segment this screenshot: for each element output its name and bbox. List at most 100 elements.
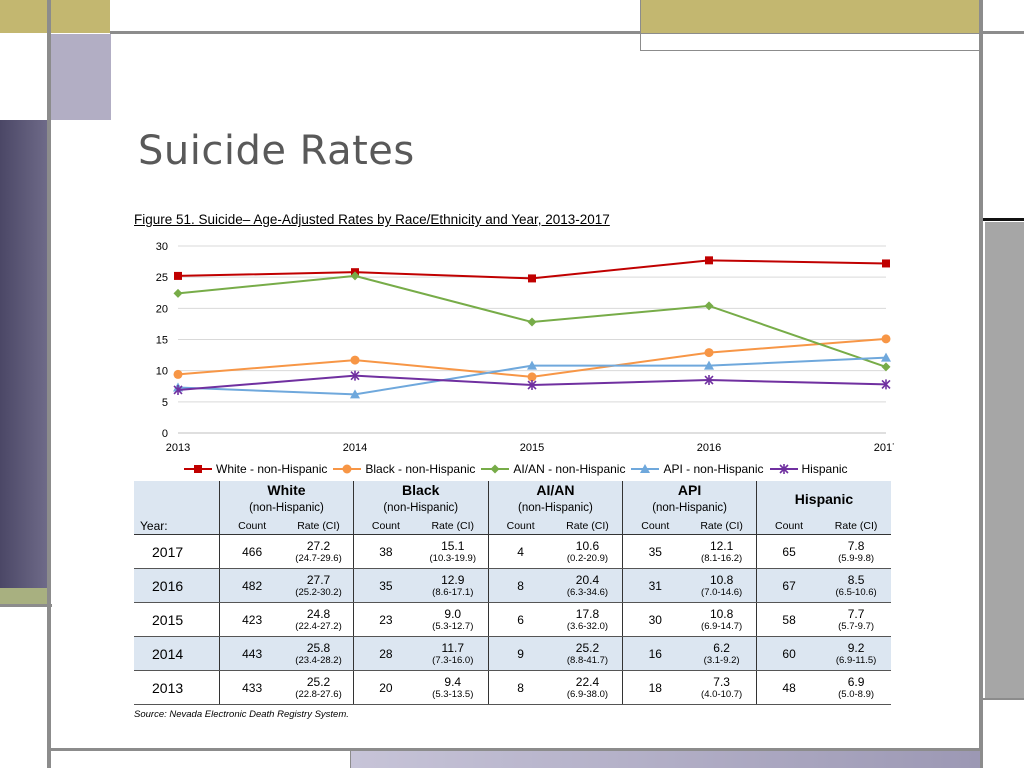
legend-swatch-icon: [184, 465, 212, 473]
frame-right-box-outline: [640, 33, 982, 51]
count-cell: 16: [622, 636, 688, 671]
rate-value: 7.7: [847, 606, 865, 621]
data-point: [882, 259, 890, 268]
rate-ci: (3.1-9.2): [703, 654, 740, 666]
data-point: [527, 372, 537, 382]
data-point: [173, 369, 183, 379]
data-point: [350, 389, 360, 399]
y-tick-label: 5: [162, 397, 168, 409]
rate-ci: (5.9-9.8): [838, 552, 875, 564]
rates-table: White Black AI/AN API Hispanic (non-Hispanic)…: [134, 481, 891, 705]
rate-ci: (23.4-28.2): [295, 654, 342, 666]
rate-cell: 17.8 (3.6-32.0): [552, 602, 623, 637]
year-cell: 2017: [134, 534, 220, 569]
data-point: [173, 288, 183, 298]
frame-bottom-lavender-bar: [350, 751, 980, 768]
rate-ci: (22.8-27.6): [295, 688, 342, 700]
x-tick-label: 2017: [874, 442, 894, 454]
rate-column-header: Rate (CI): [821, 517, 891, 535]
data-point: [350, 271, 360, 281]
rate-ci: (6.3-34.6): [566, 586, 609, 598]
rate-cell: 6.9 (5.0-8.9): [821, 670, 891, 705]
legend-item: API - non-Hispanic: [629, 462, 764, 476]
rate-ci: (7.3-16.0): [432, 654, 474, 666]
slide-title: Suicide Rates: [138, 128, 415, 174]
count-cell: 9: [487, 636, 553, 671]
rate-ci: (6.9-11.5): [835, 654, 877, 666]
legend-swatch-icon: [333, 464, 362, 474]
count-cell: 28: [352, 636, 418, 671]
rate-column-header: Rate (CI): [552, 517, 623, 535]
x-tick-label: 2015: [520, 442, 544, 454]
year-cell: 2016: [134, 568, 220, 603]
data-point: [881, 352, 891, 362]
figure-title: Figure 51. Suicide– Age-Adjusted Rates b…: [134, 212, 610, 227]
group-header: API: [622, 481, 757, 499]
rate-cell: 27.7 (25.2-30.2): [284, 568, 354, 603]
table-row: 2015 423 24.8 (22.4-27.2) 23 9.0 (5.3-12.7) 6 17…: [134, 602, 891, 637]
count-cell: 6: [487, 602, 553, 637]
line-chart: 0 5 10 15 20 25 30 2013 2014 2015 2016 2017: [156, 241, 894, 454]
rate-cell: 15.1 (10.3-19.9): [417, 534, 489, 569]
rate-value: 27.2: [306, 538, 331, 553]
rate-cell: 22.4 (6.9-38.0): [552, 670, 623, 705]
group-header: Black: [352, 481, 489, 499]
rate-cell: 25.2 (22.8-27.6): [284, 670, 354, 705]
y-tick-label: 15: [156, 335, 168, 347]
y-tick-label: 20: [156, 303, 168, 315]
data-point: [173, 384, 183, 395]
header-blank: [134, 499, 220, 517]
year-cell: 2014: [134, 636, 220, 671]
table-row: 2013 433 25.2 (22.8-27.6) 20 9.4 (5.3-13.5) 8 22…: [134, 670, 891, 705]
rate-value: 12.1: [709, 538, 734, 553]
frame-right-gray-block: [985, 222, 1024, 698]
legend-item: AI/AN - non-Hispanic: [479, 462, 625, 476]
rate-cell: 7.7 (5.7-9.7): [821, 602, 891, 637]
table-row: 2016 482 27.7 (25.2-30.2) 35 12.9 (8.6-17.1) 8 2…: [134, 568, 891, 603]
series-line-1: [177, 337, 887, 378]
y-tick-label: 0: [162, 428, 168, 440]
rate-value: 25.8: [306, 640, 331, 655]
rate-cell: 9.4 (5.3-13.5): [417, 670, 489, 705]
legend-item: White - non-Hispanic: [182, 462, 327, 476]
year-cell: 2015: [134, 602, 220, 637]
count-cell: 31: [622, 568, 688, 603]
legend-label: API - non-Hispanic: [663, 462, 764, 476]
rate-value: 24.8: [306, 606, 331, 621]
count-cell: 23: [352, 602, 418, 637]
rate-ci: (5.3-12.7): [432, 620, 474, 632]
rate-cell: 10.8 (7.0-14.6): [687, 568, 757, 603]
frame-top-line: [110, 31, 1024, 34]
count-cell: 433: [219, 670, 285, 705]
legend-label: White - non-Hispanic: [216, 462, 328, 476]
legend-swatch-icon: [481, 464, 510, 474]
count-cell: 35: [622, 534, 688, 569]
rate-ci: (6.9-14.7): [701, 620, 743, 632]
rate-value: 12.9: [441, 572, 465, 587]
legend-label: AI/AN - non-Hispanic: [513, 462, 626, 476]
frame-left-gold-stripe: [0, 588, 47, 604]
rate-cell: 25.8 (23.4-28.2): [284, 636, 354, 671]
group-header: White: [219, 481, 354, 499]
rate-ci: (24.7-29.6): [295, 552, 342, 564]
rate-value: 15.1: [441, 538, 465, 553]
rate-column-header: Rate (CI): [687, 517, 757, 535]
rate-cell: 9.0 (5.3-12.7): [417, 602, 489, 637]
group-header: AI/AN: [487, 481, 623, 499]
data-point: [881, 362, 891, 372]
rate-cell: 9.2 (6.9-11.5): [821, 636, 891, 671]
rate-ci: (8.1-16.2): [701, 552, 743, 564]
rate-value: 9.0: [444, 606, 462, 621]
data-point: [528, 274, 536, 283]
count-column-header: Count: [622, 517, 688, 535]
rate-value: 17.8: [575, 606, 600, 621]
legend-label: Hispanic: [801, 462, 848, 476]
rate-cell: 27.2 (24.7-29.6): [284, 534, 354, 569]
legend-swatch-icon: [769, 464, 798, 474]
frame-right-bottom-line: [983, 698, 1024, 700]
rate-cell: 12.1 (8.1-16.2): [687, 534, 757, 569]
frame-top-gold-right: [640, 0, 980, 33]
year-column-header: Year:: [134, 517, 220, 535]
count-cell: 466: [219, 534, 285, 569]
legend-item: Hispanic: [768, 462, 848, 476]
